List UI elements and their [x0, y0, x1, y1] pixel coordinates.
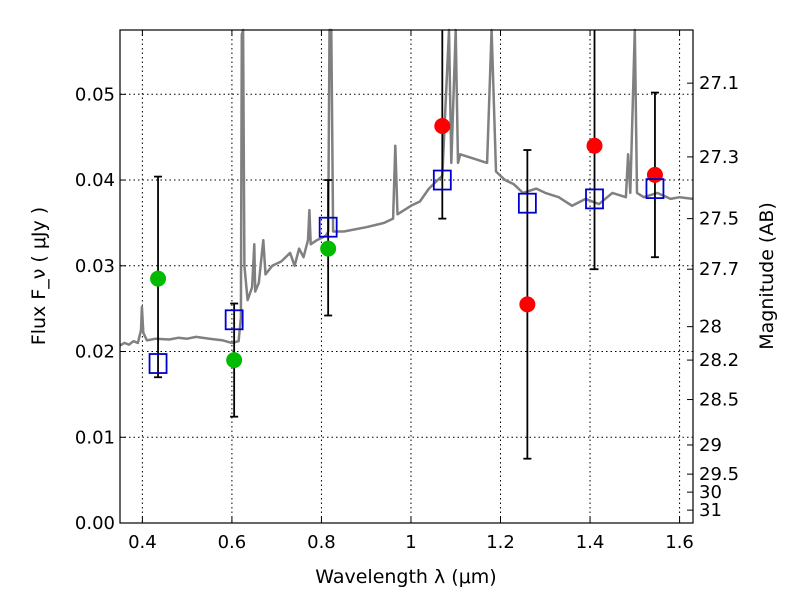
- green-point: [150, 270, 167, 287]
- y-tick-label: 0.00: [75, 513, 115, 534]
- green-point: [320, 240, 337, 257]
- x-axis-title: Wavelength λ (μm): [315, 566, 496, 588]
- x-axis-ticks: 0.4 0.6 0.8 1 1.2 1.4 1.6: [128, 30, 694, 553]
- right-tick-label: 27.1: [699, 73, 739, 94]
- red-point: [646, 166, 663, 183]
- series-layer: [119, 28, 694, 460]
- right-tick-label: 29.5: [699, 464, 739, 485]
- blue-square-point: [585, 188, 604, 210]
- red-point: [519, 296, 536, 313]
- green-point: [226, 352, 243, 369]
- x-tick-label: 0.6: [218, 532, 247, 553]
- right-tick-label: 28.2: [699, 350, 739, 371]
- x-tick-label: 0.8: [307, 532, 336, 553]
- blue-square-point: [224, 309, 244, 331]
- right-tick-label: 27.7: [699, 259, 739, 280]
- y-tick-label: 0.05: [75, 84, 115, 105]
- right-tick-label: 27.5: [699, 209, 739, 230]
- red-point: [434, 118, 451, 135]
- right-tick-label: 28.5: [699, 390, 739, 411]
- blue-square-point: [318, 216, 338, 238]
- right-tick-label: 30: [699, 482, 722, 503]
- y-tick-label: 0.04: [75, 170, 115, 191]
- y-tick-label: 0.03: [75, 256, 115, 277]
- right-tick-label: 27.3: [699, 147, 739, 168]
- blue-square-point: [645, 178, 665, 200]
- right-tick-label: 29: [699, 435, 722, 456]
- y-axis-ticks: 0.00 0.01 0.02 0.03 0.04 0.05: [75, 84, 126, 534]
- plot-frame: [119, 29, 694, 524]
- right-tick-label: 28: [699, 317, 722, 338]
- blue-square-point: [148, 353, 168, 374]
- y-axis-title: Flux F_ν ( μJy ): [28, 207, 50, 345]
- spectrum-line: [119, 28, 694, 347]
- y-tick-label: 0.01: [75, 427, 115, 448]
- blue-square-point: [432, 169, 452, 191]
- red-point: [586, 137, 603, 154]
- x-tick-label: 1.4: [576, 532, 605, 553]
- y-tick-label: 0.02: [75, 342, 115, 363]
- x-tick-label: 1.2: [486, 532, 515, 553]
- x-tick-label: 1: [405, 532, 416, 553]
- x-tick-label: 1.6: [665, 532, 694, 553]
- x-tick-label: 0.4: [128, 532, 157, 553]
- grid-layer: [120, 30, 693, 524]
- blue-square-point: [517, 192, 537, 214]
- right-axis-title: Magnitude (AB): [756, 202, 778, 350]
- right-tick-label: 31: [699, 500, 722, 521]
